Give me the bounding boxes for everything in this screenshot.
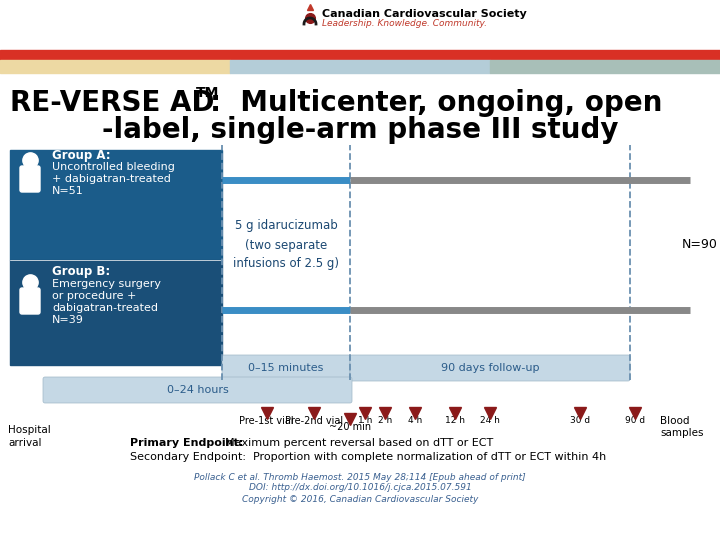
Bar — [0, 50, 720, 60]
Text: 90 days follow-up: 90 days follow-up — [441, 363, 539, 373]
Bar — [0, 0, 720, 50]
Text: Secondary Endpoint:  Proportion with complete normalization of dTT or ECT within: Secondary Endpoint: Proportion with comp… — [130, 452, 606, 462]
Text: Hospital
arrival: Hospital arrival — [8, 425, 50, 448]
Text: N=39: N=39 — [52, 315, 84, 325]
Text: 24 h: 24 h — [480, 416, 500, 425]
Text: Maximum percent reversal based on dTT or ECT: Maximum percent reversal based on dTT or… — [218, 438, 493, 448]
Text: Primary Endpoint:: Primary Endpoint: — [130, 438, 243, 448]
Text: Pollack C et al. Thromb Haemost. 2015 May 28;114 [Epub ahead of print]: Pollack C et al. Thromb Haemost. 2015 Ma… — [194, 472, 526, 482]
Text: + dabigatran-treated: + dabigatran-treated — [52, 174, 171, 184]
Text: 30 d: 30 d — [570, 416, 590, 425]
FancyBboxPatch shape — [222, 355, 350, 381]
Text: :  Multicenter, ongoing, open: : Multicenter, ongoing, open — [210, 89, 662, 117]
Text: Pre-1st vial: Pre-1st vial — [240, 416, 294, 426]
Bar — [0, 60, 230, 73]
Text: ~20 min: ~20 min — [329, 422, 371, 432]
Text: Pre-2nd vial: Pre-2nd vial — [285, 416, 343, 426]
Text: dabigatran-treated: dabigatran-treated — [52, 303, 158, 313]
Text: Canadian Cardiovascular Society: Canadian Cardiovascular Society — [322, 9, 527, 19]
Text: 12 h: 12 h — [445, 416, 465, 425]
Text: Blood
samples: Blood samples — [660, 416, 703, 438]
Text: 1 h: 1 h — [358, 416, 372, 425]
Bar — [230, 60, 490, 73]
Text: Group A:: Group A: — [52, 148, 111, 161]
Text: 90 d: 90 d — [625, 416, 645, 425]
Text: -label, single-arm phase III study: -label, single-arm phase III study — [102, 116, 618, 144]
Text: N=90: N=90 — [682, 239, 718, 252]
FancyBboxPatch shape — [350, 355, 630, 381]
Text: TM: TM — [196, 86, 220, 100]
FancyBboxPatch shape — [20, 166, 40, 192]
Text: RE-VERSE AD: RE-VERSE AD — [10, 89, 215, 117]
Text: N=51: N=51 — [52, 186, 84, 196]
Text: Leadership. Knowledge. Community.: Leadership. Knowledge. Community. — [322, 19, 487, 29]
Text: 0–15 minutes: 0–15 minutes — [248, 363, 324, 373]
FancyBboxPatch shape — [20, 288, 40, 314]
Text: DOI: http://dx.doi.org/10.1016/j.cjca.2015.07.591: DOI: http://dx.doi.org/10.1016/j.cjca.20… — [248, 483, 472, 492]
Text: or procedure +: or procedure + — [52, 291, 136, 301]
Text: Uncontrolled bleeding: Uncontrolled bleeding — [52, 162, 175, 172]
Text: Group B:: Group B: — [52, 266, 110, 279]
Text: Copyright © 2016, Canadian Cardiovascular Society: Copyright © 2016, Canadian Cardiovascula… — [242, 495, 478, 503]
Text: Emergency surgery: Emergency surgery — [52, 279, 161, 289]
Bar — [10, 260, 222, 365]
Text: 5 g idarucizumab
(two separate
infusions of 2.5 g): 5 g idarucizumab (two separate infusions… — [233, 219, 339, 271]
Text: 4 h: 4 h — [408, 416, 422, 425]
Text: 2 h: 2 h — [378, 416, 392, 425]
Bar — [10, 150, 222, 260]
Text: 0–24 hours: 0–24 hours — [166, 385, 228, 395]
Bar — [490, 60, 720, 73]
FancyBboxPatch shape — [43, 377, 352, 403]
